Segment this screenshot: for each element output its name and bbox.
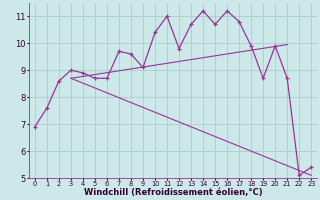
X-axis label: Windchill (Refroidissement éolien,°C): Windchill (Refroidissement éolien,°C) <box>84 188 262 197</box>
